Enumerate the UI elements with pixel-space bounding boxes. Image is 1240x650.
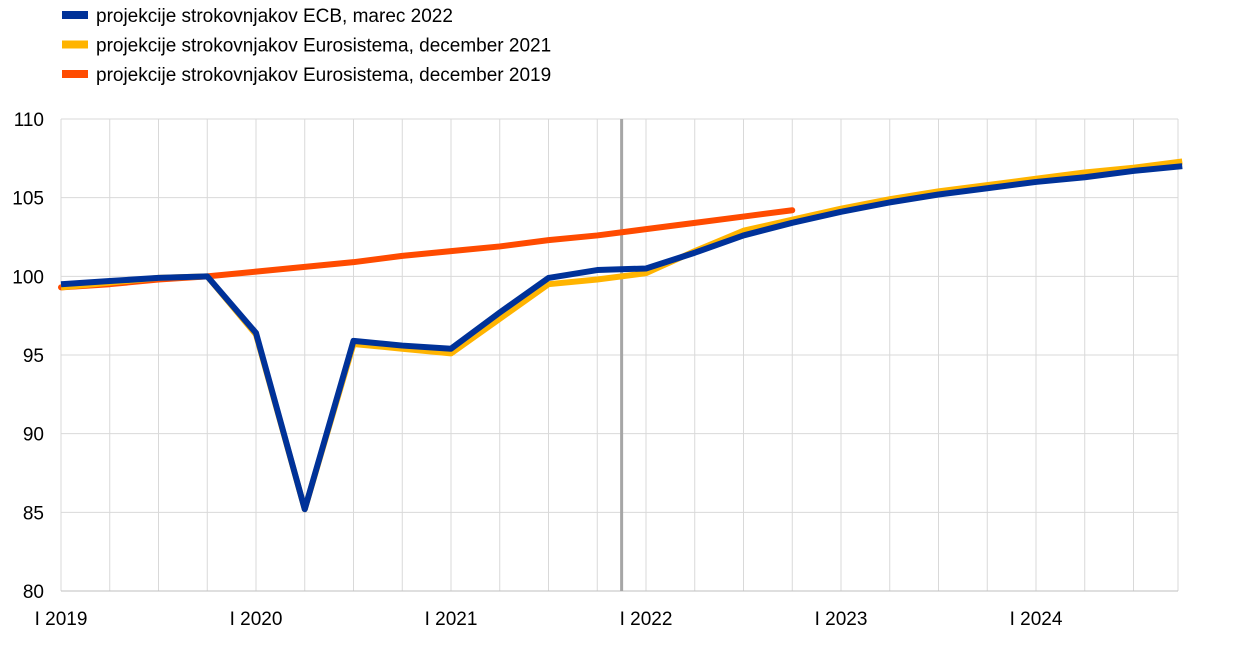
series-line	[60, 163, 1183, 513]
y-tick-label: 90	[23, 425, 44, 446]
legend-swatch	[62, 11, 88, 19]
x-tick-label: I 2019	[35, 609, 88, 630]
series-lines	[58, 158, 1183, 513]
legend-label: projekcije strokovnjakov Eurosistema, de…	[96, 36, 551, 57]
y-tick-label: 80	[23, 582, 44, 603]
y-axis: 80 85 90 95 100 105 110	[12, 110, 44, 603]
y-tick-label: 85	[23, 503, 44, 524]
y-tick-label: 100	[12, 267, 44, 288]
x-tick-label: I 2023	[815, 609, 868, 630]
legend: projekcije strokovnjakov ECB, marec 2022…	[62, 6, 551, 86]
y-tick-label: 95	[23, 346, 44, 367]
x-tick-label: I 2022	[620, 609, 673, 630]
legend-swatch	[62, 40, 88, 49]
grid	[60, 118, 1179, 592]
legend-label: projekcije strokovnjakov Eurosistema, de…	[96, 65, 551, 86]
x-tick-label: I 2024	[1010, 609, 1063, 630]
x-axis: I 2019 I 2020 I 2021 I 2022 I 2023 I 2024	[35, 609, 1063, 630]
x-tick-label: I 2021	[425, 609, 478, 630]
y-tick-label: 110	[14, 110, 44, 131]
legend-label: projekcije strokovnjakov ECB, marec 2022	[96, 6, 453, 27]
legend-swatch	[62, 70, 88, 78]
x-tick-label: I 2020	[230, 609, 283, 630]
y-tick-label: 105	[12, 189, 44, 210]
